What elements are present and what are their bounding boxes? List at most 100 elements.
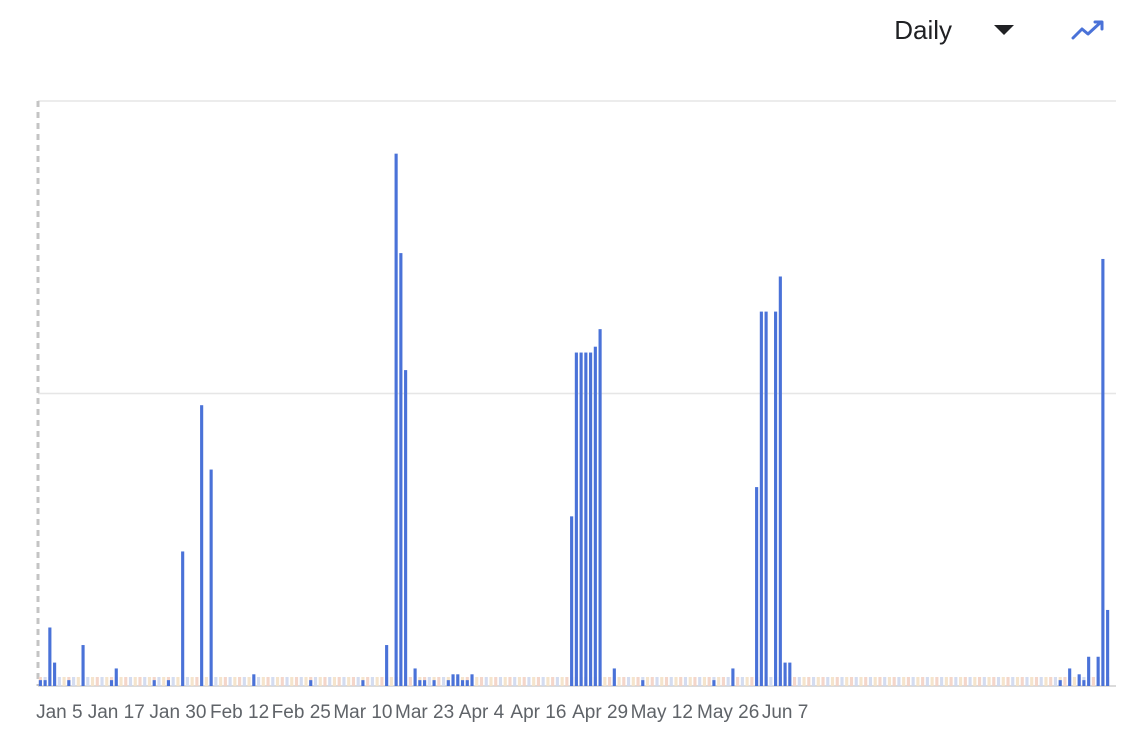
baseline-bar [337, 677, 341, 686]
baseline-bar [707, 677, 711, 686]
x-tick-label: Jun 7 [762, 702, 808, 723]
period-dropdown-label: Daily [894, 14, 952, 45]
baseline-bar [1049, 677, 1053, 686]
bar [432, 680, 436, 686]
baseline-bar [693, 677, 697, 686]
baseline-bar [1025, 677, 1029, 686]
bar [200, 405, 204, 686]
baseline-bar [683, 677, 688, 686]
baseline-bar [864, 677, 868, 686]
bar [53, 662, 57, 686]
baseline-bar [1020, 677, 1024, 686]
baseline-bar [408, 677, 412, 686]
baseline-bar [138, 677, 142, 686]
baseline-bar [750, 677, 754, 686]
baseline-bar [702, 677, 707, 686]
baseline-bar [906, 677, 910, 686]
baseline-bar [669, 677, 673, 686]
baseline-bar [304, 677, 308, 686]
bar [209, 469, 213, 686]
period-dropdown[interactable]: Daily [894, 15, 1014, 46]
baseline-bar [261, 677, 265, 686]
baseline-bar [57, 677, 61, 686]
baseline-bar [721, 677, 725, 686]
baseline-bar [996, 677, 1001, 686]
baseline-bar [228, 677, 232, 686]
baseline-bar [100, 677, 104, 686]
baseline-bar [318, 677, 322, 686]
baseline-bar [294, 677, 299, 686]
baseline-bar [1044, 677, 1048, 686]
baseline-bar [873, 677, 877, 686]
chart-toolbar: Daily [894, 10, 1106, 50]
baseline-bar [1030, 677, 1034, 686]
baseline-bar [826, 677, 830, 686]
baseline-bar [608, 677, 612, 686]
baseline-bar [266, 677, 270, 686]
baseline-bar [484, 677, 488, 686]
baseline-bar [437, 677, 441, 686]
baseline-bar [551, 677, 555, 686]
bar [1077, 674, 1081, 686]
baseline-bar [811, 677, 816, 686]
bar [712, 680, 716, 686]
bar [43, 680, 47, 686]
baseline-bar [816, 677, 820, 686]
baseline-bar [427, 677, 431, 686]
baseline-bar [1063, 677, 1067, 686]
baseline-bar [902, 677, 906, 686]
baseline-bar [86, 677, 90, 686]
baseline-bar [916, 677, 920, 686]
baseline-bar [726, 677, 730, 686]
baseline-bar [650, 677, 654, 686]
baseline-bar [238, 677, 242, 686]
baseline-bar [76, 677, 80, 686]
baseline-bar [688, 677, 692, 686]
baseline-bar [479, 677, 484, 686]
baseline-bar [854, 677, 858, 686]
baseline-bar [522, 677, 526, 686]
bar [641, 680, 645, 686]
baseline-bar [195, 677, 199, 686]
baseline-bar [347, 677, 351, 686]
baseline-bar [968, 677, 972, 686]
bar [1058, 680, 1062, 686]
baseline-bar [878, 677, 882, 686]
baseline-bar [1011, 677, 1015, 686]
baseline-bar [214, 677, 218, 686]
baseline-bar [1091, 677, 1095, 686]
baseline-bar [280, 677, 284, 686]
x-tick-label: Jan 5 [36, 702, 82, 723]
baseline-bar [1072, 677, 1076, 686]
baseline-bar [242, 677, 246, 686]
baseline-bar [603, 677, 607, 686]
x-tick-label: Apr 4 [459, 702, 505, 723]
baseline-bar [679, 677, 683, 686]
bar [252, 674, 256, 686]
baseline-bar [1015, 677, 1020, 686]
baseline-bar [845, 677, 849, 686]
baseline-bar [1006, 677, 1010, 686]
bar [423, 680, 427, 686]
baseline-bar [517, 677, 522, 686]
baseline-bar [925, 677, 929, 686]
baseline-bar [1034, 677, 1039, 686]
baseline-bar [849, 677, 854, 686]
baseline-bar [1039, 677, 1043, 686]
baseline-bar [105, 677, 109, 686]
baseline-bar [351, 677, 355, 686]
baseline-bar [959, 677, 963, 686]
chart-type-button[interactable] [1070, 15, 1106, 45]
bar [593, 346, 597, 686]
baseline-bar [219, 677, 223, 686]
bar [48, 627, 52, 686]
baseline-bar [935, 677, 939, 686]
bar [783, 662, 787, 686]
baseline-bar [375, 677, 379, 686]
baseline-bar [185, 677, 189, 686]
bar [1106, 609, 1110, 686]
bar [418, 680, 422, 686]
bar [181, 551, 185, 686]
baseline-bar [565, 677, 569, 686]
baseline-bar [233, 677, 237, 686]
